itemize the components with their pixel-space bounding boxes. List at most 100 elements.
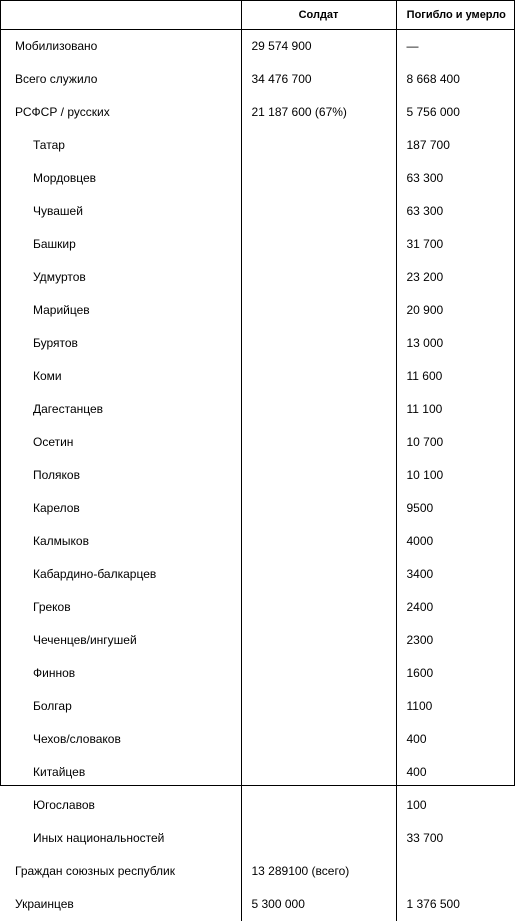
table-row: Удмуртов 23 200	[1, 261, 515, 294]
cell-deaths: 63 300	[396, 195, 515, 228]
table-row: Татар187 700	[1, 129, 515, 162]
cell-label: Дагестанцев	[1, 393, 241, 426]
table-row: Чувашей 63 300	[1, 195, 515, 228]
table-row: Мобилизовано29 574 900—	[1, 30, 515, 64]
table-row: Граждан союзных республик13 289100 (всег…	[1, 855, 515, 888]
cell-label: Удмуртов	[1, 261, 241, 294]
cell-soldiers	[241, 525, 396, 558]
cell-soldiers	[241, 822, 396, 855]
col-header-soldiers: Солдат	[241, 1, 396, 30]
cell-label: Мордовцев	[1, 162, 241, 195]
table-row: Дагестанцев11 100	[1, 393, 515, 426]
cell-deaths: 3400	[396, 558, 515, 591]
col-header-label	[1, 1, 241, 30]
cell-soldiers: 5 300 000	[241, 888, 396, 921]
table-row: Чеченцев/ингушей 2300	[1, 624, 515, 657]
table-row: Югославов 100	[1, 789, 515, 822]
cell-soldiers	[241, 129, 396, 162]
cell-soldiers: 13 289100 (всего)	[241, 855, 396, 888]
cell-deaths: 2300	[396, 624, 515, 657]
table-row: Чехов/словаков 400	[1, 723, 515, 756]
cell-soldiers	[241, 558, 396, 591]
cell-soldiers	[241, 789, 396, 822]
cell-soldiers	[241, 756, 396, 789]
cell-soldiers	[241, 327, 396, 360]
cell-label: Башкир	[1, 228, 241, 261]
cell-deaths: 10 700	[396, 426, 515, 459]
cell-soldiers	[241, 657, 396, 690]
cell-label: Осетин	[1, 426, 241, 459]
table-row: Марийцев 20 900	[1, 294, 515, 327]
cell-label: Китайцев	[1, 756, 241, 789]
cell-deaths: 11 600	[396, 360, 515, 393]
table-row: Финнов 1600	[1, 657, 515, 690]
table-row: Мордовцев 63 300	[1, 162, 515, 195]
cell-deaths: 4000	[396, 525, 515, 558]
table-row: Коми11 600	[1, 360, 515, 393]
cell-deaths: —	[396, 30, 515, 64]
cell-label: Чувашей	[1, 195, 241, 228]
cell-label: Граждан союзных республик	[1, 855, 241, 888]
cell-label: Карелов	[1, 492, 241, 525]
cell-soldiers	[241, 228, 396, 261]
cell-deaths: 1100	[396, 690, 515, 723]
cell-deaths: 1600	[396, 657, 515, 690]
cell-deaths: 8 668 400	[396, 63, 515, 96]
table-row: Болгар 1100	[1, 690, 515, 723]
table-row: Карелов 9500	[1, 492, 515, 525]
cell-soldiers	[241, 723, 396, 756]
table-row: Бурятов13 000	[1, 327, 515, 360]
cell-label: Всего служило	[1, 63, 241, 96]
cell-label: Чеченцев/ингушей	[1, 624, 241, 657]
table-row: РСФСР / русских21 187 600 (67%)5 756 000	[1, 96, 515, 129]
cell-deaths: 23 200	[396, 261, 515, 294]
cell-label: Финнов	[1, 657, 241, 690]
table-row: Украинцев5 300 0001 376 500	[1, 888, 515, 921]
cell-label: Югославов	[1, 789, 241, 822]
table-row: Осетин 10 700	[1, 426, 515, 459]
table-row: Башкир 31 700	[1, 228, 515, 261]
cell-label: Поляков	[1, 459, 241, 492]
cell-deaths: 9500	[396, 492, 515, 525]
cell-soldiers	[241, 426, 396, 459]
cell-deaths: 5 756 000	[396, 96, 515, 129]
cell-deaths: 100	[396, 789, 515, 822]
cell-label: Кабардино-балкарцев	[1, 558, 241, 591]
table-row: Всего служило34 476 7008 668 400	[1, 63, 515, 96]
cell-soldiers	[241, 591, 396, 624]
col-header-deaths: Погибло и умерло	[396, 1, 515, 30]
data-table: Солдат Погибло и умерло Мобилизовано29 5…	[1, 1, 515, 921]
table-row: Иных национальностей 33 700	[1, 822, 515, 855]
cell-label: Марийцев	[1, 294, 241, 327]
cell-deaths: 33 700	[396, 822, 515, 855]
cell-deaths: 2400	[396, 591, 515, 624]
cell-deaths: 63 300	[396, 162, 515, 195]
data-table-container: Солдат Погибло и умерло Мобилизовано29 5…	[0, 0, 515, 786]
cell-soldiers	[241, 690, 396, 723]
cell-deaths: 20 900	[396, 294, 515, 327]
cell-soldiers	[241, 360, 396, 393]
cell-label: Чехов/словаков	[1, 723, 241, 756]
cell-soldiers	[241, 162, 396, 195]
cell-label: Калмыков	[1, 525, 241, 558]
cell-label: Иных национальностей	[1, 822, 241, 855]
cell-soldiers: 34 476 700	[241, 63, 396, 96]
cell-label: Бурятов	[1, 327, 241, 360]
cell-label: Мобилизовано	[1, 30, 241, 64]
cell-soldiers	[241, 492, 396, 525]
cell-deaths: 400	[396, 756, 515, 789]
cell-deaths: 31 700	[396, 228, 515, 261]
cell-label: Украинцев	[1, 888, 241, 921]
cell-label: Болгар	[1, 690, 241, 723]
cell-soldiers: 29 574 900	[241, 30, 396, 64]
table-row: Калмыков 4000	[1, 525, 515, 558]
table-body: Мобилизовано29 574 900—Всего служило34 4…	[1, 30, 515, 921]
table-row: Поляков10 100	[1, 459, 515, 492]
cell-soldiers	[241, 624, 396, 657]
cell-soldiers	[241, 261, 396, 294]
cell-deaths: 400	[396, 723, 515, 756]
cell-soldiers	[241, 294, 396, 327]
cell-soldiers: 21 187 600 (67%)	[241, 96, 396, 129]
table-row: Греков2400	[1, 591, 515, 624]
cell-deaths: 187 700	[396, 129, 515, 162]
